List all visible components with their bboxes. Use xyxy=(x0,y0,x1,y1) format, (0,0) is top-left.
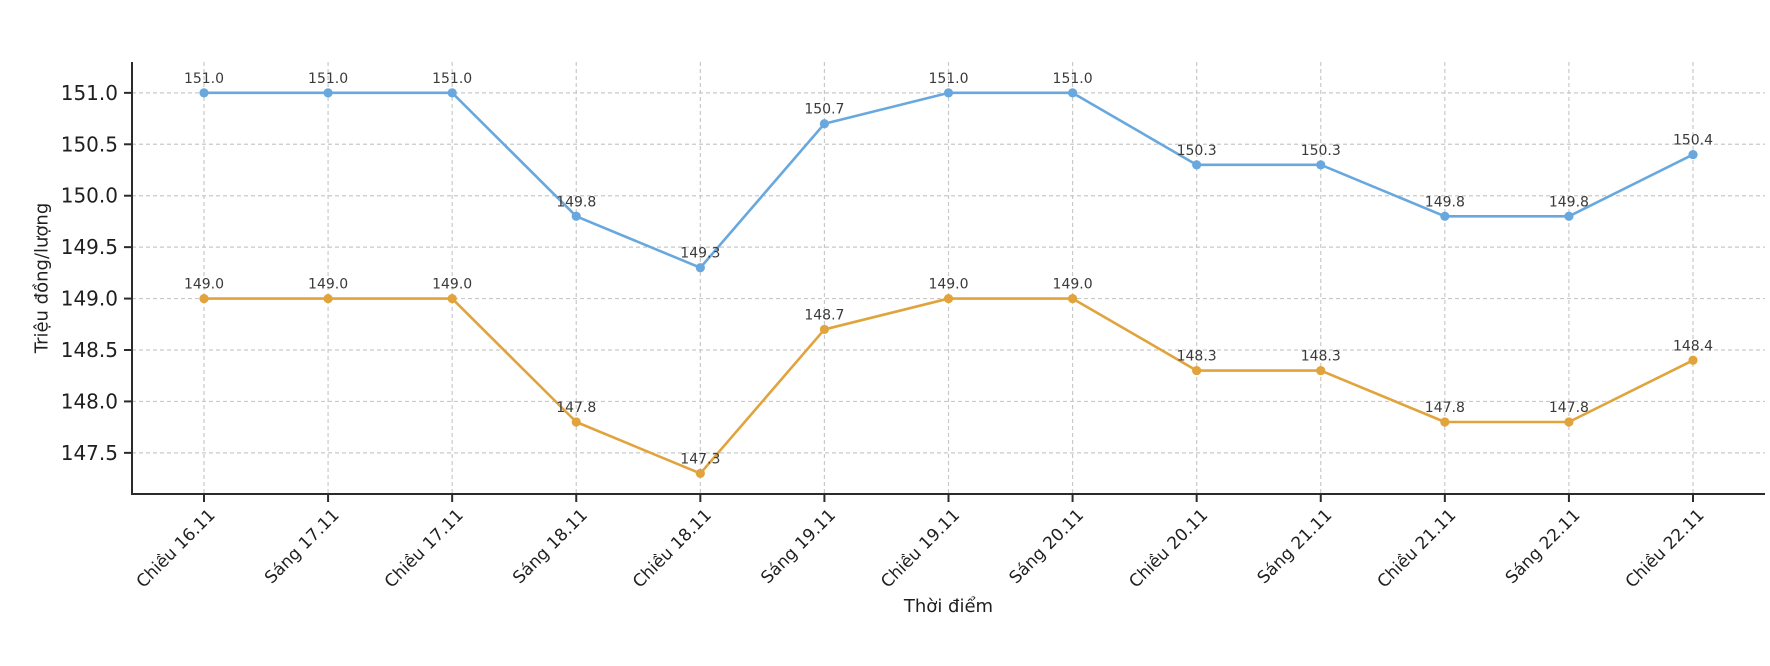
x-tick-label: Chiều 20.11 xyxy=(1125,505,1212,592)
data-point-label: 147.8 xyxy=(1425,400,1465,416)
y-tick-label: 148.5 xyxy=(61,338,118,362)
data-point xyxy=(323,88,333,98)
x-tick-label: Sáng 18.11 xyxy=(509,505,592,588)
data-point-label: 149.8 xyxy=(556,194,596,210)
data-point xyxy=(1440,417,1450,427)
data-point-label: 148.7 xyxy=(804,307,844,323)
x-tick-label: Chiều 16.11 xyxy=(132,505,219,592)
x-tick-label: Sáng 17.11 xyxy=(261,505,344,588)
data-point-label: 148.4 xyxy=(1673,338,1713,354)
data-point-label: 150.7 xyxy=(804,102,844,118)
data-point xyxy=(1316,365,1326,376)
data-point xyxy=(323,293,333,304)
y-tick-label: 149.0 xyxy=(61,287,118,311)
data-point xyxy=(1192,365,1202,376)
x-tick-label: Chiều 18.11 xyxy=(628,505,715,592)
data-point-label: 149.0 xyxy=(308,277,348,293)
data-point xyxy=(1688,355,1698,365)
data-point-label: 148.3 xyxy=(1177,349,1217,365)
data-point xyxy=(695,468,705,479)
data-point-label: 147.8 xyxy=(556,400,596,416)
y-tick-label: 147.5 xyxy=(61,441,118,465)
data-point xyxy=(571,417,581,427)
y-tick-label: 151.0 xyxy=(61,81,118,105)
data-point xyxy=(1564,211,1574,221)
data-point xyxy=(1564,417,1574,427)
data-point xyxy=(447,293,457,304)
data-point xyxy=(1067,293,1078,304)
y-axis-title: Triệu đồng/lượng xyxy=(31,202,53,354)
data-point xyxy=(447,88,457,98)
y-tick-label: 150.5 xyxy=(61,132,118,156)
data-point xyxy=(199,293,209,304)
x-tick-label: Sáng 22.11 xyxy=(1502,505,1585,588)
data-point xyxy=(943,88,954,98)
x-tick-label: Chiều 19.11 xyxy=(877,505,964,592)
data-point-label: 149.8 xyxy=(1549,194,1589,210)
x-tick-label: Sáng 21.11 xyxy=(1254,505,1337,588)
data-point-label: 149.0 xyxy=(1053,277,1093,293)
data-point-label: 150.3 xyxy=(1301,143,1341,159)
y-tick-label: 149.5 xyxy=(61,235,118,259)
data-point xyxy=(199,88,209,98)
data-point-label: 149.0 xyxy=(432,277,472,293)
x-axis-title: Thời điểm xyxy=(903,596,994,617)
data-point-label: 147.3 xyxy=(680,451,720,467)
data-point-label: 150.3 xyxy=(1177,143,1217,159)
data-point xyxy=(819,324,830,335)
x-tick-label: Chiều 21.11 xyxy=(1373,505,1460,592)
data-point-label: 150.4 xyxy=(1673,133,1713,149)
data-point-label: 151.0 xyxy=(432,71,472,87)
x-tick-label: Sáng 19.11 xyxy=(757,505,840,588)
data-point-label: 148.3 xyxy=(1301,349,1341,365)
data-point xyxy=(1192,160,1202,170)
y-tick-label: 150.0 xyxy=(61,184,118,208)
data-point xyxy=(695,263,705,273)
data-point xyxy=(1440,211,1450,221)
data-point xyxy=(571,211,581,221)
data-point-label: 147.8 xyxy=(1549,400,1589,416)
x-tick-label: Chiều 22.11 xyxy=(1621,505,1708,592)
data-point-label: 151.0 xyxy=(308,71,348,87)
data-point-label: 151.0 xyxy=(184,71,224,87)
data-point xyxy=(819,119,830,129)
data-point xyxy=(1067,88,1078,98)
data-point xyxy=(943,293,954,304)
x-tick-label: Chiều 17.11 xyxy=(380,505,467,592)
x-tick-label: Sáng 20.11 xyxy=(1005,505,1088,588)
data-point-label: 151.0 xyxy=(1053,71,1093,87)
data-point-label: 149.0 xyxy=(928,277,968,293)
data-point-label: 149.0 xyxy=(184,277,224,293)
data-point-label: 149.3 xyxy=(680,246,720,262)
data-point xyxy=(1688,149,1698,160)
data-point-label: 149.8 xyxy=(1425,194,1465,210)
data-point-label: 151.0 xyxy=(928,71,968,87)
y-tick-label: 148.0 xyxy=(61,389,118,413)
data-point xyxy=(1316,160,1326,170)
